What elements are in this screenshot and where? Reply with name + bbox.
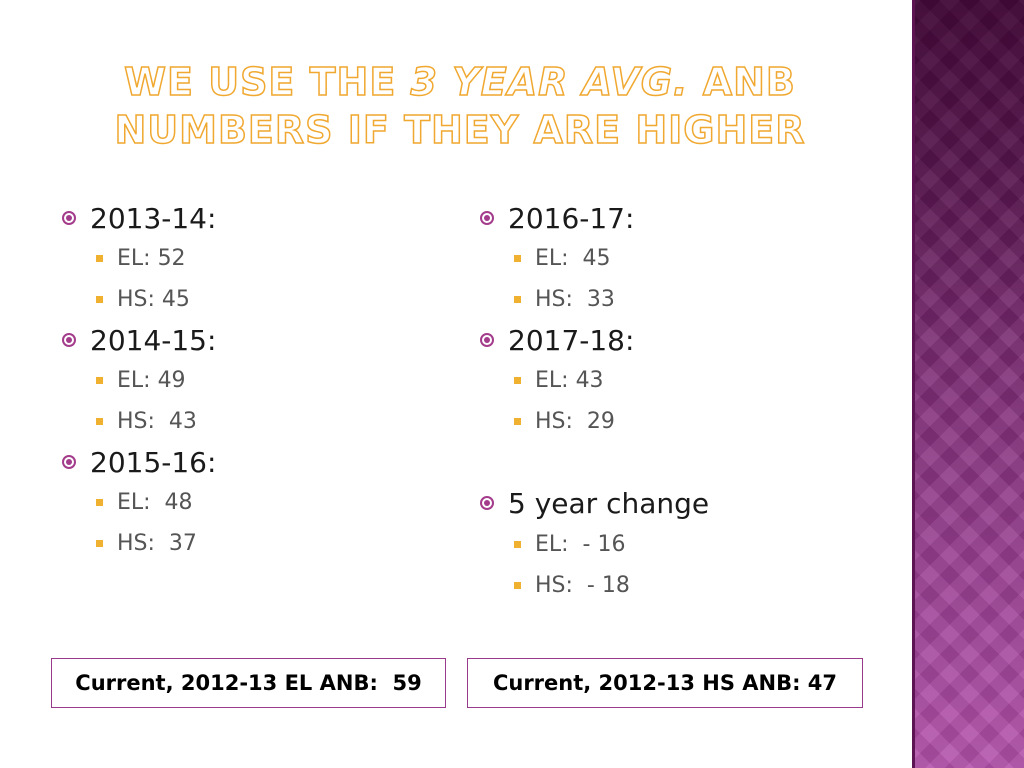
title-part-1: We use the [123,59,411,105]
current-hs-anb-box: Current, 2012-13 HS ANB: 47 [467,658,863,708]
square-bullet-icon [96,540,103,547]
target-bullet-icon [62,211,76,225]
list-item: 2017-18: EL: 43 HS: 29 [480,320,860,442]
slide-title: We use the 3 year avg. ANB numbers if th… [90,58,830,154]
year-heading: 2016-17: [508,201,635,235]
year-heading: 2014-15: [90,323,217,357]
spacer [480,442,860,482]
square-bullet-icon [96,418,103,425]
list-item: 2016-17: EL: 45 HS: 33 [480,198,860,320]
list-item: 5 year change EL: - 16 HS: - 18 [480,482,860,606]
target-bullet-icon [62,333,76,347]
el-change-value: EL: - 16 [535,532,626,557]
hs-value: HS: 43 [117,409,197,434]
el-value: EL: 52 [117,246,186,271]
left-column: 2013-14: EL: 52 HS: 45 2014-15: EL: 49 H… [62,198,442,564]
square-bullet-icon [514,541,521,548]
hs-value: HS: 45 [117,287,190,312]
year-heading: 2017-18: [508,323,635,357]
square-bullet-icon [96,255,103,262]
square-bullet-icon [514,377,521,384]
el-value: EL: 43 [535,368,604,393]
year-heading: 2015-16: [90,445,217,479]
title-emphasis: 3 year avg. [410,59,689,105]
hs-change-value: HS: - 18 [535,573,630,598]
change-heading: 5 year change [508,486,710,520]
slide: We use the 3 year avg. ANB numbers if th… [51,58,863,708]
el-value: EL: 49 [117,368,186,393]
hs-value: HS: 29 [535,409,615,434]
square-bullet-icon [96,499,103,506]
title-part-2: ANB numbers if they are higher [114,59,806,153]
target-bullet-icon [480,333,494,347]
square-bullet-icon [96,377,103,384]
list-item: 2015-16: EL: 48 HS: 37 [62,442,442,564]
current-el-anb-box: Current, 2012-13 EL ANB: 59 [51,658,446,708]
list-item: 2014-15: EL: 49 HS: 43 [62,320,442,442]
square-bullet-icon [514,296,521,303]
target-bullet-icon [62,455,76,469]
decorative-side-band [912,0,1024,768]
year-heading: 2013-14: [90,201,217,235]
el-value: EL: 48 [117,490,193,515]
square-bullet-icon [514,418,521,425]
el-value: EL: 45 [535,246,611,271]
square-bullet-icon [96,296,103,303]
target-bullet-icon [480,211,494,225]
right-column: 2016-17: EL: 45 HS: 33 2017-18: EL: 43 H… [480,198,860,606]
square-bullet-icon [514,255,521,262]
square-bullet-icon [514,582,521,589]
hs-value: HS: 37 [117,531,197,556]
list-item: 2013-14: EL: 52 HS: 45 [62,198,442,320]
hs-value: HS: 33 [535,287,615,312]
target-bullet-icon [480,496,494,510]
